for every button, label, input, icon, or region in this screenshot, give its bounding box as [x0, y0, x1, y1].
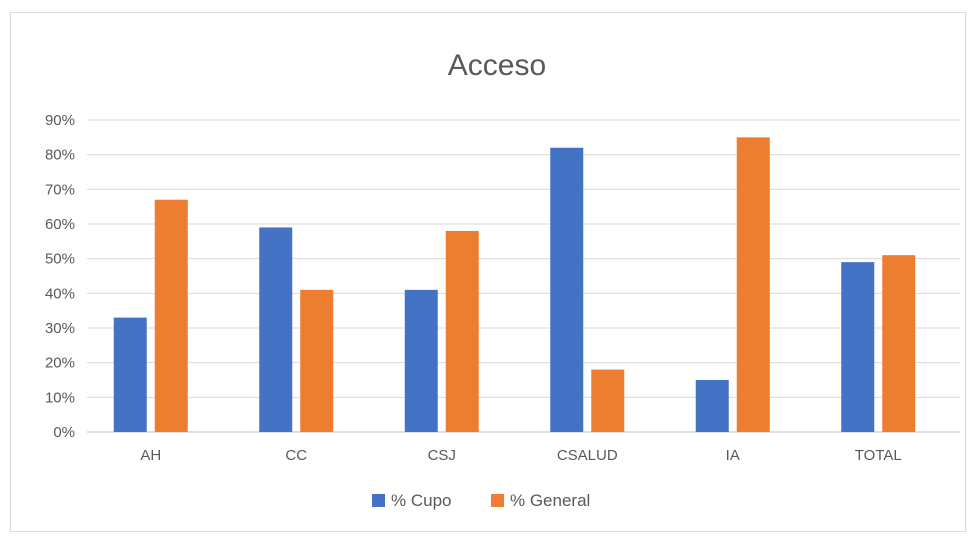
legend-label: % General	[510, 491, 590, 510]
y-tick-label: 0%	[53, 424, 75, 441]
x-axis-ticks: AH CC CSJ CSALUD IA TOTAL	[140, 447, 901, 464]
bar-general-csj	[445, 230, 479, 432]
bar-cupo-csalud	[550, 147, 584, 432]
legend-swatch	[491, 494, 504, 507]
bars	[113, 137, 916, 433]
y-tick-label: 80%	[45, 147, 75, 164]
gridlines	[87, 119, 960, 433]
bar-cupo-total	[841, 262, 875, 432]
x-tick-label: IA	[726, 447, 740, 464]
bar-general-total	[882, 255, 916, 432]
y-tick-label: 20%	[45, 355, 75, 372]
y-tick-label: 40%	[45, 285, 75, 302]
x-tick-label: TOTAL	[855, 447, 902, 464]
x-tick-label: CSJ	[428, 447, 456, 464]
y-tick-label: 70%	[45, 181, 75, 198]
bar-cupo-ia	[695, 380, 729, 432]
chart-title: Acceso	[448, 49, 546, 82]
y-tick-label: 60%	[45, 216, 75, 233]
x-tick-label: CSALUD	[557, 447, 618, 464]
y-axis-ticks: 0% 10% 20% 30% 40% 50% 60% 70% 80% 90%	[45, 112, 75, 441]
bar-cupo-csj	[404, 289, 438, 432]
y-tick-label: 30%	[45, 320, 75, 337]
bar-cupo-cc	[259, 227, 293, 432]
legend-swatch	[372, 494, 385, 507]
x-tick-label: CC	[285, 447, 307, 464]
x-tick-label: AH	[140, 447, 161, 464]
bar-general-csalud	[591, 369, 625, 432]
y-tick-label: 90%	[45, 112, 75, 129]
y-tick-label: 50%	[45, 251, 75, 268]
bar-general-ia	[736, 137, 770, 433]
bar-general-ah	[154, 199, 188, 432]
legend-label: % Cupo	[391, 491, 451, 510]
bar-general-cc	[300, 289, 334, 432]
y-tick-label: 10%	[45, 389, 75, 406]
bar-cupo-ah	[113, 317, 147, 432]
legend: % Cupo % General	[372, 491, 590, 510]
